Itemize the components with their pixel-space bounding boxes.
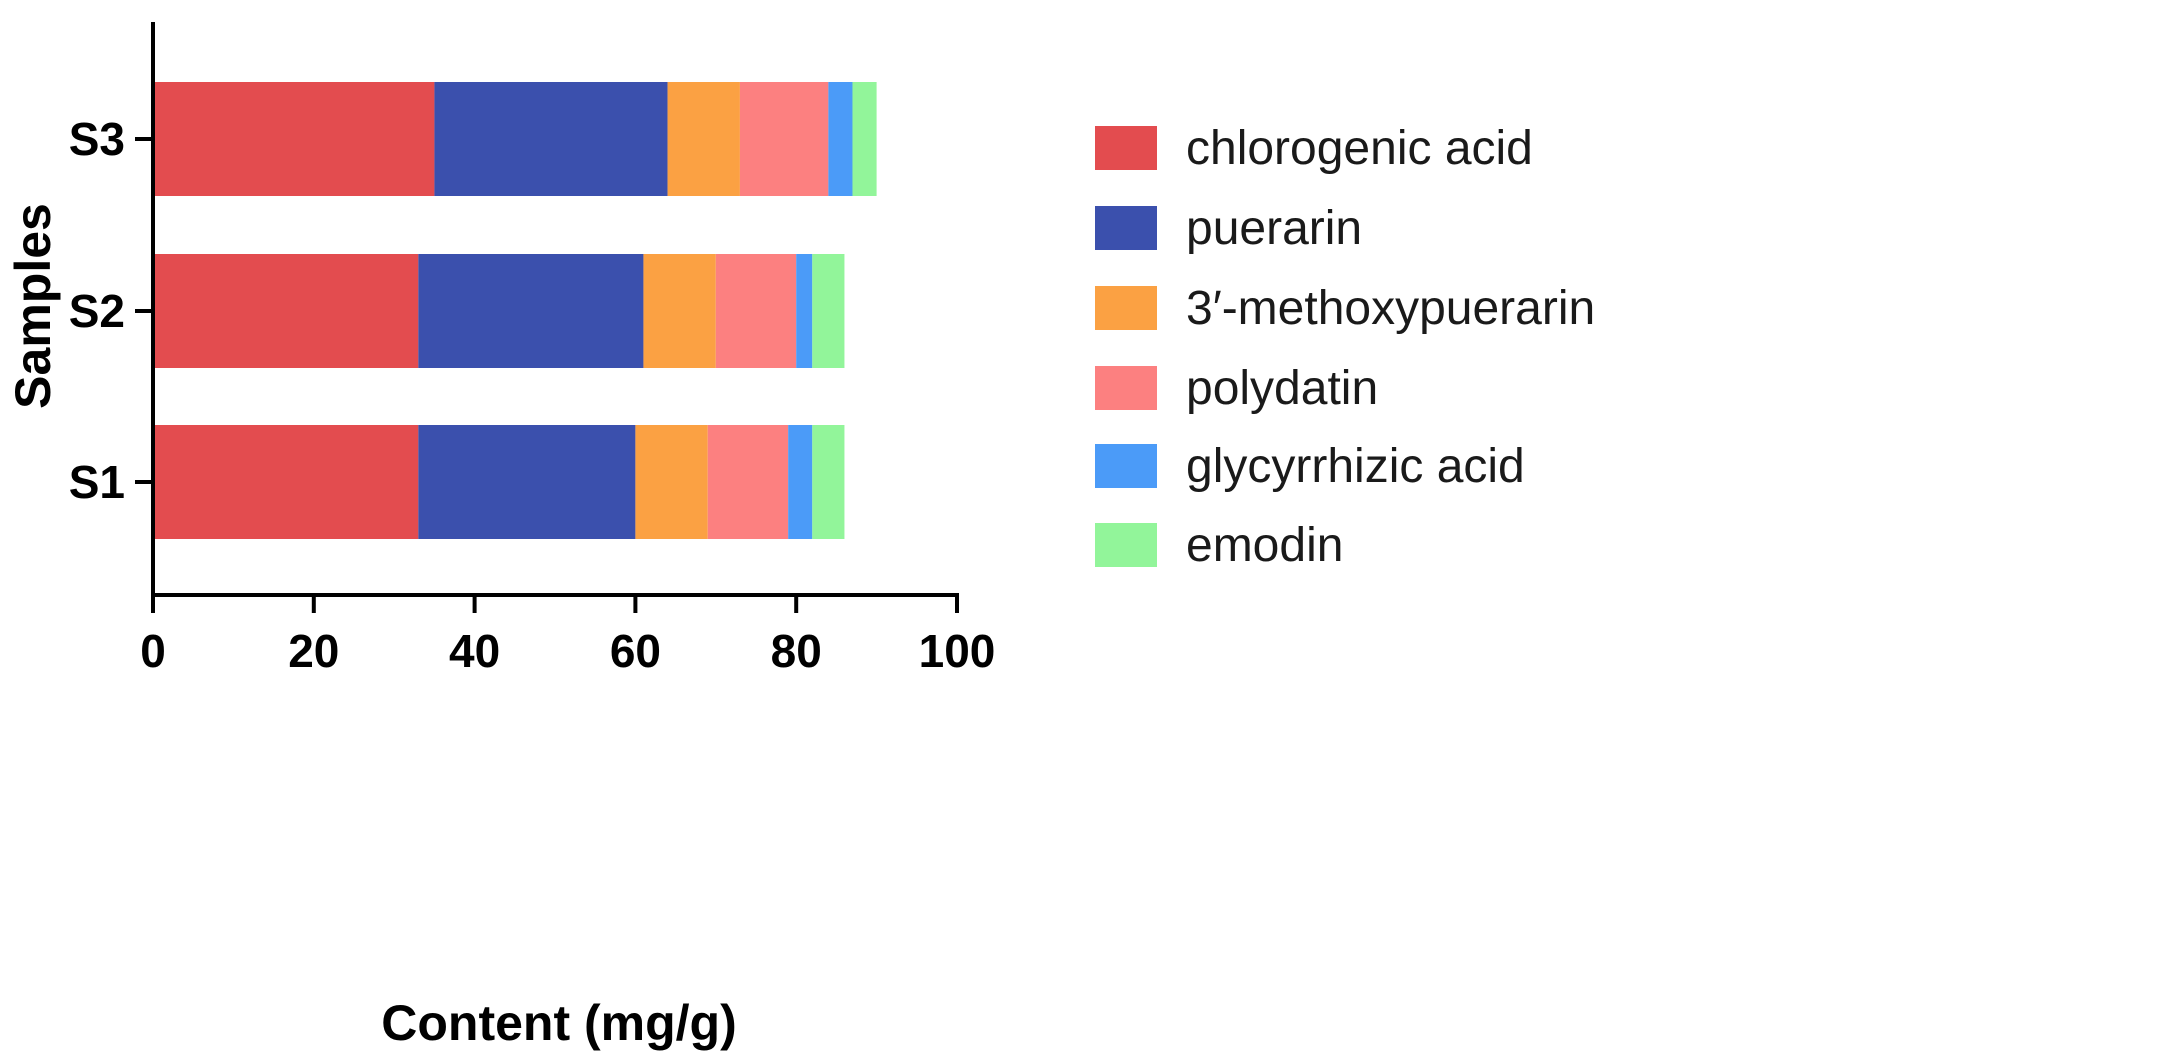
x-axis-title: Content (mg/g) bbox=[381, 995, 736, 1051]
y-axis-title: Samples bbox=[5, 203, 61, 409]
legend-swatch bbox=[1095, 523, 1157, 567]
x-tick-label: 0 bbox=[140, 625, 166, 677]
x-tick-label: 80 bbox=[771, 625, 822, 677]
legend-label: puerarin bbox=[1186, 202, 1362, 255]
x-tick-label: 40 bbox=[449, 625, 500, 677]
y-tick-label-s3: S3 bbox=[69, 113, 125, 165]
y-tick-label-s2: S2 bbox=[69, 285, 125, 337]
bar-s2-series-1 bbox=[418, 254, 644, 368]
y-tick-label-s1: S1 bbox=[69, 456, 125, 508]
bar-s1-series-1 bbox=[418, 425, 636, 539]
bar-s2-series-0 bbox=[153, 254, 419, 368]
legend-label: emodin bbox=[1186, 519, 1343, 572]
bar-s1-series-5 bbox=[812, 425, 845, 539]
legend-label: polydatin bbox=[1186, 362, 1378, 415]
legend-swatch bbox=[1095, 286, 1157, 330]
bar-area bbox=[153, 82, 877, 539]
bar-s1-series-0 bbox=[153, 425, 419, 539]
legend-label: chlorogenic acid bbox=[1186, 122, 1533, 175]
legend-label: glycyrrhizic acid bbox=[1186, 440, 1525, 493]
legend: chlorogenic acid puerarin 3′-methoxypuerar… bbox=[1095, 122, 1595, 572]
bar-s2-series-5 bbox=[812, 254, 845, 368]
legend-swatch bbox=[1095, 206, 1157, 250]
legend-swatch bbox=[1095, 366, 1157, 410]
legend-swatch bbox=[1095, 444, 1157, 488]
axes: 0 20 40 60 80 100 S1 S2 S3 Content (mg/g) Samples bbox=[5, 22, 995, 1051]
x-tick-label: 60 bbox=[610, 625, 661, 677]
bar-s2-series-2 bbox=[643, 254, 716, 368]
bar-s3-series-1 bbox=[434, 82, 668, 196]
bar-s3-series-2 bbox=[667, 82, 740, 196]
bar-s3-series-4 bbox=[828, 82, 853, 196]
bar-s3-series-5 bbox=[852, 82, 877, 196]
bar-s2-series-3 bbox=[715, 254, 797, 368]
bar-s3-series-0 bbox=[153, 82, 435, 196]
legend-label: 3′-methoxypuerarin bbox=[1186, 282, 1595, 335]
bar-s3-series-3 bbox=[739, 82, 829, 196]
bar-s1-series-3 bbox=[707, 425, 789, 539]
bar-s1-series-2 bbox=[635, 425, 708, 539]
x-tick-label: 100 bbox=[919, 625, 996, 677]
legend-swatch bbox=[1095, 126, 1157, 170]
x-tick-label: 20 bbox=[288, 625, 339, 677]
bar-s1-series-4 bbox=[788, 425, 813, 539]
bar-s2-series-4 bbox=[796, 254, 813, 368]
